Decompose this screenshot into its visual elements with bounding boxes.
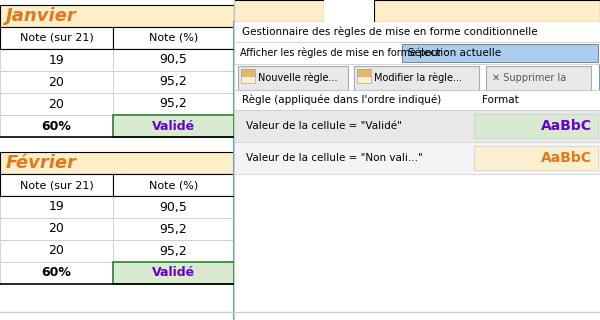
- Text: Note (%): Note (%): [149, 180, 198, 190]
- Text: Sélection actuelle: Sélection actuelle: [408, 48, 501, 58]
- Bar: [234, 142, 600, 174]
- Bar: [241, 69, 255, 83]
- Bar: [0, 0, 234, 5]
- Bar: [113, 240, 234, 262]
- Text: 60%: 60%: [41, 119, 71, 132]
- Bar: [0, 137, 234, 152]
- Bar: [113, 93, 234, 115]
- Text: 90,5: 90,5: [160, 53, 187, 67]
- Bar: [0, 174, 113, 196]
- Bar: [234, 22, 600, 320]
- Text: ✕ Supprimer la: ✕ Supprimer la: [492, 73, 566, 83]
- Text: Nouvelle règle...: Nouvelle règle...: [258, 73, 337, 83]
- Bar: [241, 69, 255, 76]
- Bar: [324, 0, 374, 22]
- Text: Gestionnaire des règles de mise en forme conditionnelle: Gestionnaire des règles de mise en forme…: [242, 27, 538, 37]
- Bar: [0, 284, 234, 320]
- Bar: [234, 110, 600, 142]
- Text: Règle (appliquée dans l'ordre indiqué): Règle (appliquée dans l'ordre indiqué): [242, 95, 441, 105]
- Text: AaBbC: AaBbC: [541, 151, 592, 165]
- Bar: [0, 196, 113, 218]
- Bar: [113, 49, 234, 71]
- Bar: [0, 27, 113, 49]
- Bar: [354, 66, 479, 90]
- Bar: [474, 146, 598, 170]
- Text: 95,2: 95,2: [160, 244, 187, 258]
- Text: 95,2: 95,2: [160, 98, 187, 110]
- Text: 95,2: 95,2: [160, 76, 187, 89]
- Bar: [374, 0, 600, 22]
- Text: 95,2: 95,2: [160, 222, 187, 236]
- Text: 20: 20: [49, 222, 64, 236]
- Bar: [0, 218, 113, 240]
- Bar: [238, 66, 348, 90]
- Bar: [474, 114, 598, 138]
- Bar: [113, 174, 234, 196]
- Text: Modifier la règle...: Modifier la règle...: [374, 73, 462, 83]
- Bar: [0, 71, 113, 93]
- Text: 90,5: 90,5: [160, 201, 187, 213]
- Bar: [0, 240, 113, 262]
- Text: Janvier: Janvier: [6, 7, 77, 25]
- Bar: [113, 27, 234, 49]
- Text: Note (%): Note (%): [149, 33, 198, 43]
- Text: Validé: Validé: [152, 119, 195, 132]
- Text: 20: 20: [49, 244, 64, 258]
- Bar: [234, 42, 600, 64]
- Bar: [113, 262, 234, 284]
- Bar: [0, 93, 113, 115]
- Text: 20: 20: [49, 98, 64, 110]
- Text: Validé: Validé: [152, 267, 195, 279]
- Text: Format: Format: [482, 95, 519, 105]
- Text: Février: Février: [6, 154, 77, 172]
- Bar: [402, 44, 598, 62]
- Bar: [234, 174, 600, 320]
- Bar: [486, 66, 591, 90]
- Text: AaBbC: AaBbC: [541, 119, 592, 133]
- Text: Afficher les règles de mise en forme pour :: Afficher les règles de mise en forme pou…: [240, 48, 448, 58]
- Bar: [234, 22, 600, 42]
- Text: 19: 19: [49, 53, 64, 67]
- Bar: [357, 69, 371, 83]
- Text: 20: 20: [49, 76, 64, 89]
- Text: Note (sur 21): Note (sur 21): [20, 33, 94, 43]
- Text: Note (sur 21): Note (sur 21): [20, 180, 94, 190]
- Bar: [113, 71, 234, 93]
- Bar: [234, 90, 600, 110]
- Bar: [234, 0, 324, 22]
- Text: Valeur de la cellule = "Validé": Valeur de la cellule = "Validé": [246, 121, 402, 131]
- Bar: [0, 262, 113, 284]
- Text: Valeur de la cellule = "Non vali...": Valeur de la cellule = "Non vali...": [246, 153, 423, 163]
- Bar: [113, 196, 234, 218]
- Bar: [0, 115, 113, 137]
- Text: 19: 19: [49, 201, 64, 213]
- Bar: [234, 0, 600, 320]
- Bar: [0, 49, 113, 71]
- Text: 60%: 60%: [41, 267, 71, 279]
- Bar: [0, 5, 234, 27]
- Bar: [113, 115, 234, 137]
- Bar: [0, 152, 234, 174]
- Bar: [357, 69, 371, 76]
- Bar: [113, 218, 234, 240]
